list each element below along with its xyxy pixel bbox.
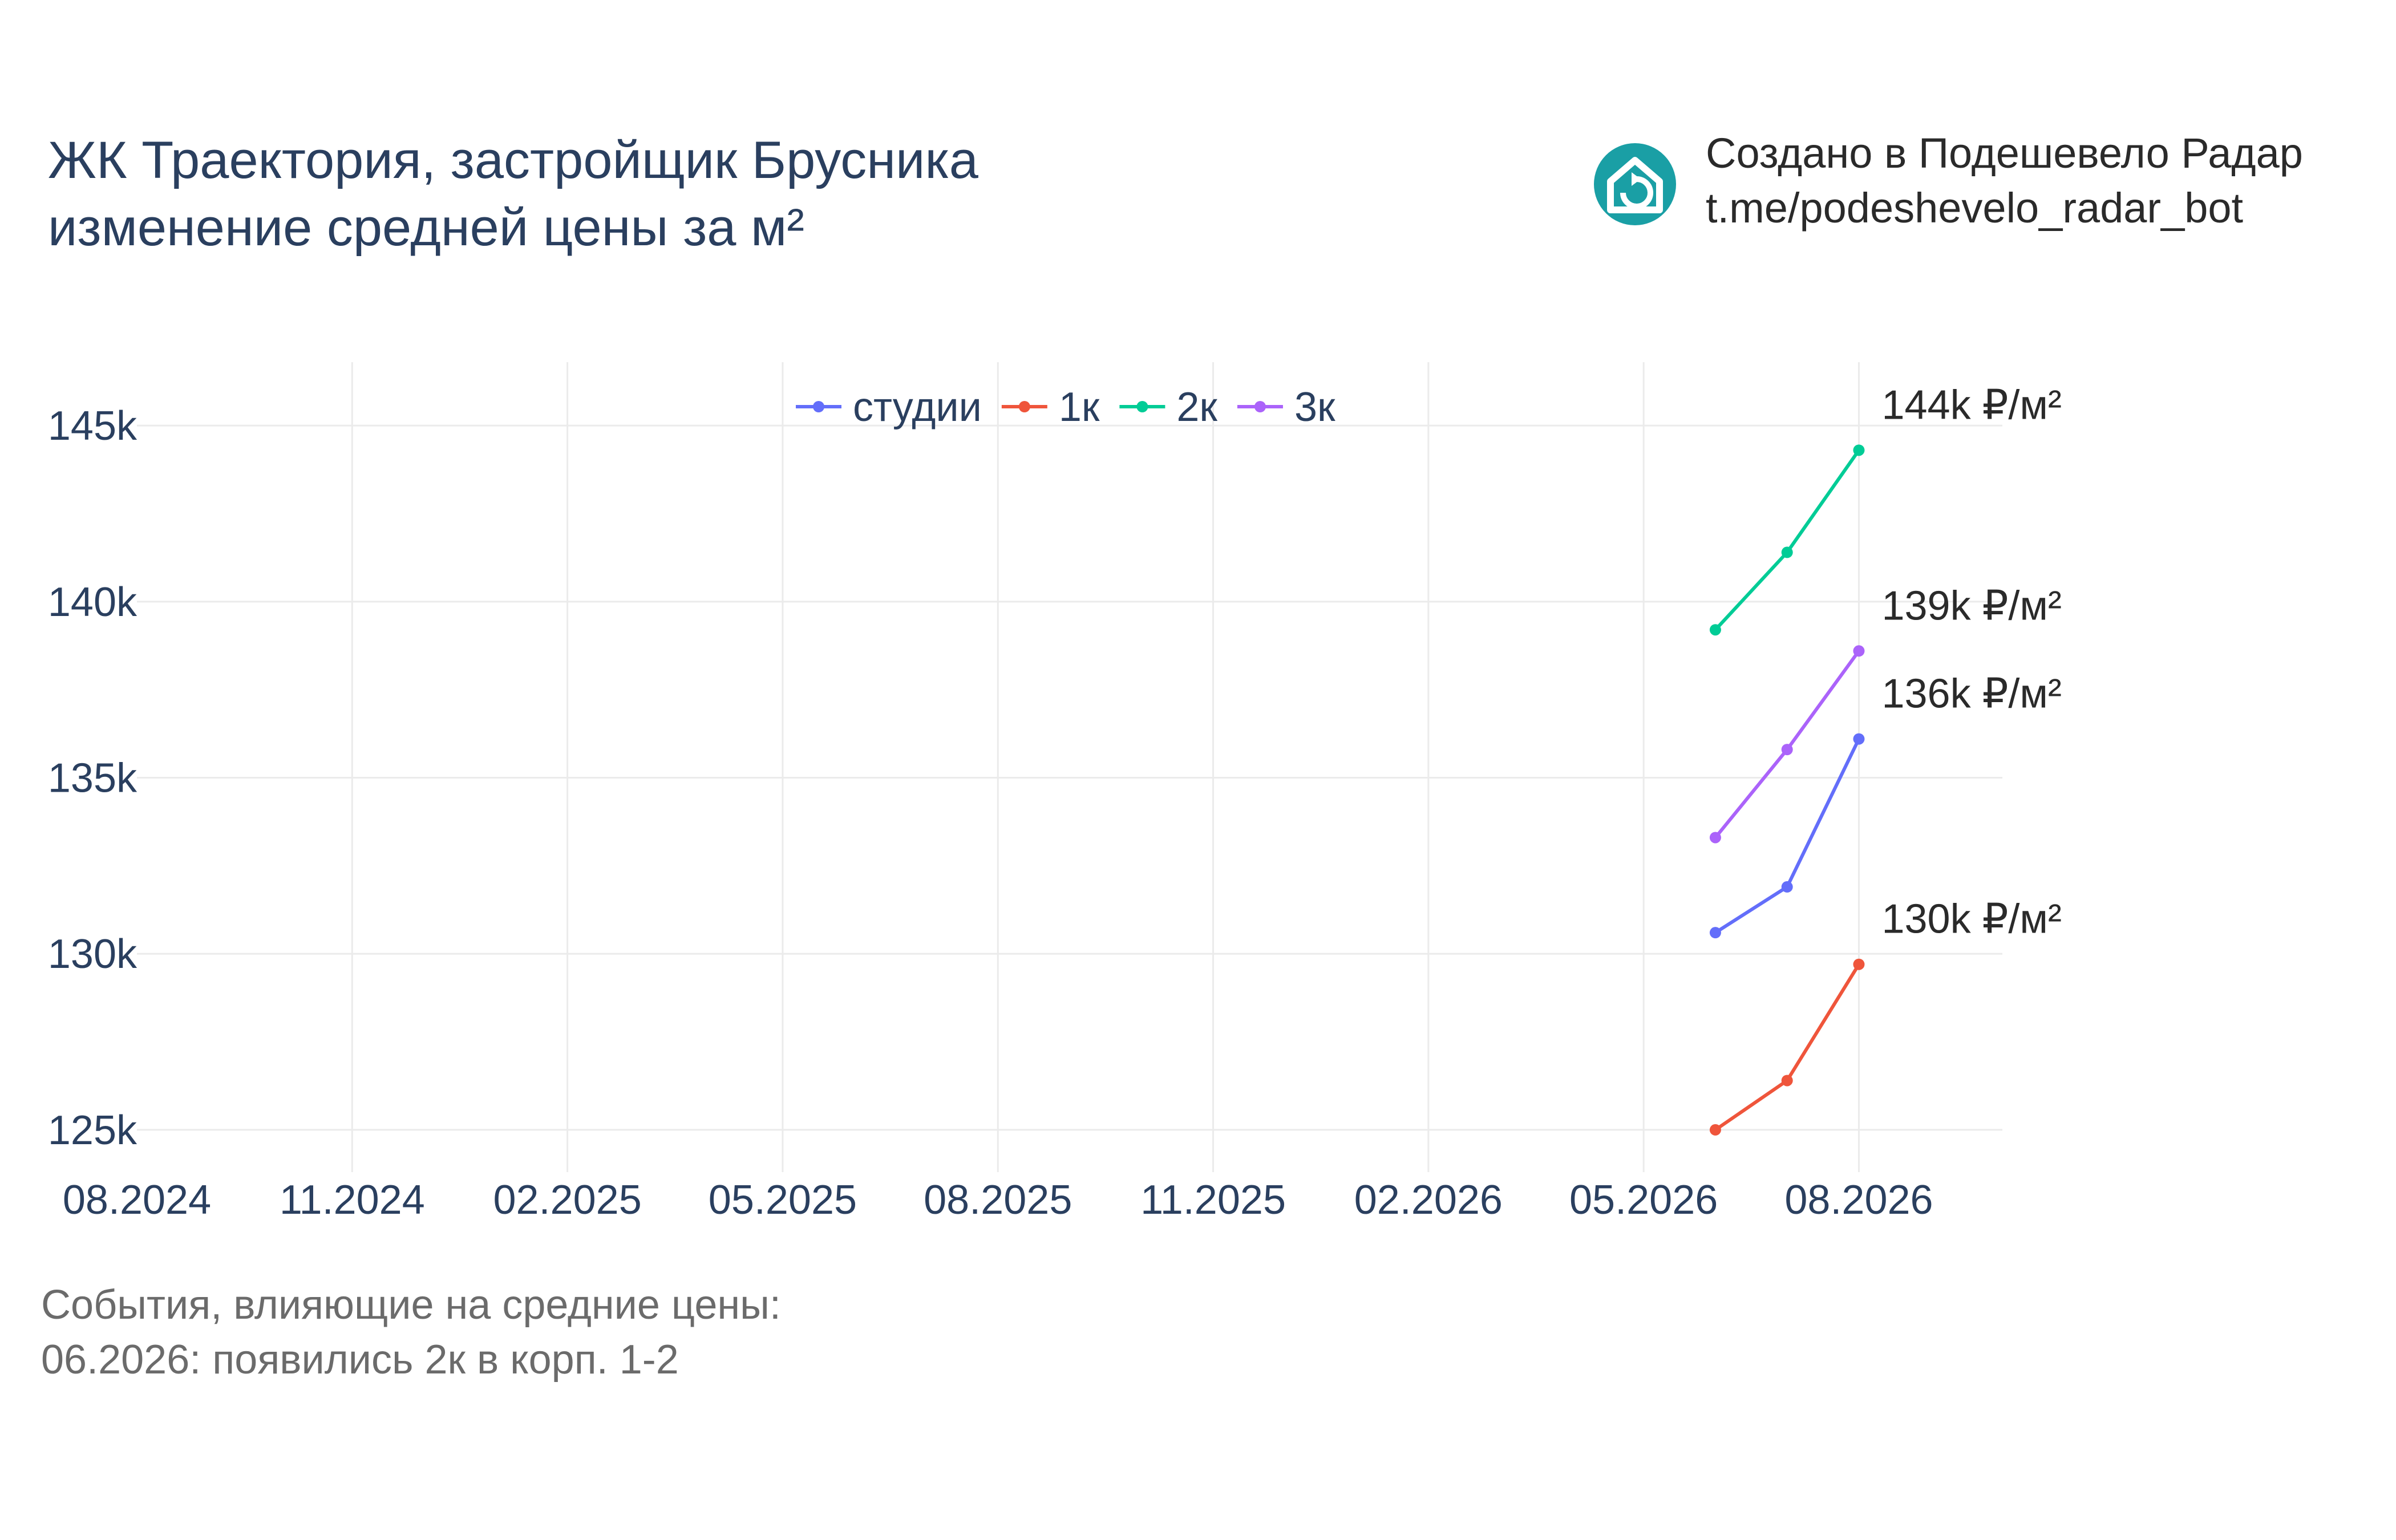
data-point — [1781, 1075, 1793, 1087]
x-axis: 08.2024 11.2024 02.2025 05.2025 08.2025 11.20… — [63, 1177, 1933, 1223]
brand-logo-icon — [1594, 143, 1676, 225]
x-tick-label: 11.2025 — [1140, 1177, 1286, 1223]
legend-item[interactable]: 2к — [1119, 384, 1217, 430]
chart-title-line-1: ЖК Траектория, застройщик Брусника — [48, 131, 979, 189]
x-tick-label: 05.2026 — [1569, 1177, 1718, 1223]
credit-line-2: t.me/podeshevelo_radar_bot — [1706, 184, 2244, 232]
credit-line-1: Создано в Подешевело Радар — [1706, 129, 2303, 177]
data-point — [1781, 744, 1793, 756]
series-line-2 — [1714, 449, 1860, 631]
end-value-label: 139k ₽/м² — [1881, 583, 2061, 629]
event-item: 06.2026: появились 2к в корп. 1-2 — [41, 1337, 679, 1383]
y-tick-label: 140k — [48, 579, 137, 625]
end-value-label: 136k ₽/м² — [1881, 671, 2061, 717]
chart-title-line-2: изменение средней цены за м² — [48, 198, 804, 257]
data-point — [1709, 832, 1721, 844]
y-tick-label: 135k — [48, 756, 137, 801]
x-tick-label: 08.2026 — [1784, 1177, 1933, 1223]
data-point — [1709, 624, 1721, 636]
x-tick-label: 08.2025 — [924, 1177, 1072, 1223]
series-line-0 — [1714, 738, 1861, 934]
y-axis: 125k 130k 135k 140k 145k — [48, 403, 137, 1153]
y-tick-label: 130k — [48, 931, 137, 977]
x-tick-label: 02.2025 — [493, 1177, 641, 1223]
legend-swatch-marker — [1018, 401, 1030, 412]
x-tick-label: 11.2024 — [280, 1177, 425, 1223]
data-point — [1853, 645, 1865, 657]
legend-item[interactable]: студии — [796, 384, 982, 430]
x-tick-label: 02.2026 — [1354, 1177, 1503, 1223]
legend-item[interactable]: 3к — [1237, 384, 1335, 430]
legend-swatch-marker — [1136, 401, 1148, 412]
data-point — [1853, 733, 1865, 745]
legend-label: 2к — [1176, 384, 1217, 430]
plot-series — [1709, 444, 1865, 1136]
data-point — [1709, 1124, 1721, 1136]
series-line-1 — [1714, 963, 1861, 1132]
legend-item[interactable]: 1к — [1001, 384, 1100, 430]
end-labels: 144k ₽/м² 139k ₽/м² 136k ₽/м² 130k ₽/м² — [1881, 382, 2061, 942]
end-value-label: 144k ₽/м² — [1881, 382, 2061, 428]
events-heading: События, влияющие на средние цены: — [41, 1282, 781, 1328]
legend-label: 3к — [1294, 384, 1335, 430]
y-tick-label: 145k — [48, 403, 137, 449]
y-tick-label: 125k — [48, 1108, 137, 1153]
data-point — [1853, 444, 1865, 456]
legend-swatch-marker — [813, 401, 824, 412]
data-point — [1853, 958, 1865, 970]
legend-swatch-marker — [1254, 401, 1266, 412]
data-point — [1781, 546, 1793, 558]
plot-gridlines — [137, 362, 2002, 1172]
legend-label: 1к — [1059, 384, 1100, 430]
x-tick-label: 08.2024 — [63, 1177, 211, 1223]
data-point — [1709, 927, 1721, 939]
data-point — [1781, 881, 1793, 893]
legend-label: студии — [853, 384, 982, 430]
legend: студии 1к 2к 3к — [796, 384, 1335, 430]
end-value-label: 130k ₽/м² — [1881, 897, 2061, 942]
x-tick-label: 05.2025 — [709, 1177, 857, 1223]
